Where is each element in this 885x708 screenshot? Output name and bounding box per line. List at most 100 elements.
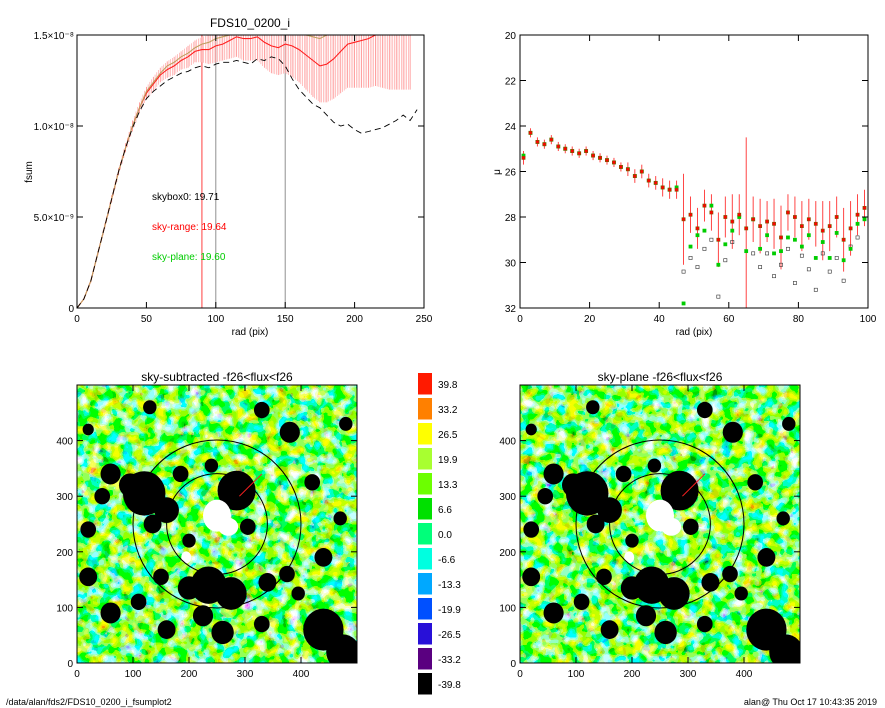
point-skybox0 <box>695 265 700 269</box>
masked-source <box>543 602 564 624</box>
masked-source <box>172 465 189 483</box>
x-tick-label: 400 <box>293 669 310 680</box>
x-tick-label: 100 <box>568 669 585 680</box>
masked-source <box>600 620 619 639</box>
point-sky-range <box>646 178 651 183</box>
masked-source <box>722 421 743 443</box>
masked-source <box>253 401 270 419</box>
y-tick-label: 100 <box>499 603 516 614</box>
masked-source <box>279 565 295 583</box>
annotation-sky-plane: sky-plane: 19.60 <box>152 252 226 263</box>
central-core <box>181 551 192 564</box>
point-sky-plane <box>793 237 797 242</box>
point-skybox0 <box>702 246 707 251</box>
point-sky-plane <box>709 203 714 208</box>
masked-source <box>757 548 776 567</box>
point-skybox0 <box>855 235 860 240</box>
masked-source <box>522 567 541 587</box>
point-sky-range <box>625 167 630 172</box>
point-sky-plane <box>681 301 686 306</box>
masked-source <box>525 423 537 436</box>
point-sky-range <box>723 215 728 219</box>
colorbar-swatch <box>418 423 432 445</box>
point-sky-plane <box>848 246 853 251</box>
masked-sources <box>522 400 800 663</box>
mu-plot-area <box>521 128 867 308</box>
colorbar-swatch <box>418 573 432 595</box>
masked-source <box>339 416 353 431</box>
point-skybox0 <box>751 251 756 256</box>
x-tick-label: 100 <box>125 669 142 680</box>
fsum-frame <box>76 34 425 309</box>
masked-source <box>182 533 196 548</box>
aperture-outer <box>132 439 302 609</box>
point-sky-range <box>528 130 533 135</box>
point-sky-range <box>563 146 568 151</box>
masked-source <box>130 593 147 611</box>
masked-source <box>82 423 94 436</box>
colorbar-swatch <box>418 498 432 520</box>
point-sky-range <box>709 210 714 215</box>
point-sky-plane <box>799 244 804 249</box>
point-sky-range <box>695 226 700 231</box>
x-tick-label: 60 <box>723 314 735 325</box>
masked-source <box>204 458 219 473</box>
masked-sources <box>79 400 357 663</box>
point-skybox0 <box>799 253 804 258</box>
point-sky-range <box>632 174 637 178</box>
colorbar-label: -39.8 <box>438 680 461 691</box>
colorbar-label: -6.6 <box>438 555 456 566</box>
y-tick-label: 100 <box>56 603 73 614</box>
point-sky-plane <box>744 249 749 254</box>
point-skybox0 <box>786 246 790 251</box>
point-skybox0 <box>730 240 735 244</box>
colorbar-label: 6.6 <box>438 505 452 516</box>
masked-source <box>258 573 277 592</box>
masked-source <box>769 634 800 663</box>
masked-source <box>660 470 699 511</box>
y-tick-label: 0 <box>67 659 73 670</box>
fsum-panel: FDS10_0200_i 0 50 100 150 200 250 0 5.0×10⁻⁹ 1.0… <box>24 16 433 338</box>
point-sky-plane <box>855 221 860 226</box>
masked-source <box>333 511 347 526</box>
x-tick-label: 250 <box>416 314 433 325</box>
point-sky-plane <box>820 240 825 244</box>
masked-source <box>696 615 713 633</box>
masked-source <box>734 586 748 601</box>
x-tick-label: 100 <box>860 314 877 325</box>
x-tick-label: 150 <box>277 314 294 325</box>
masked-source <box>597 497 622 523</box>
masked-source <box>620 576 644 600</box>
point-sky-plane <box>827 256 832 260</box>
point-sky-range <box>688 212 693 217</box>
point-sky-range <box>813 221 818 226</box>
masked-source <box>696 401 713 419</box>
point-sky-range <box>716 237 721 242</box>
colorbar-label: 26.5 <box>438 430 458 441</box>
colorbar-label: -19.9 <box>438 605 461 616</box>
point-sky-range <box>730 219 735 224</box>
point-skybox0 <box>765 251 769 256</box>
mu-panel: 0 20 40 60 80 100 20 22 24 26 28 30 32 rad (pix) μ <box>492 31 877 338</box>
point-sky-plane <box>716 262 721 267</box>
y-tick-label: 300 <box>56 492 73 503</box>
y-tick-label: 28 <box>505 213 517 224</box>
masked-source <box>192 605 214 627</box>
y-tick-label: 32 <box>505 304 517 315</box>
sky-subtracted-panel: sky-subtracted -f26<flux<f26 00 100 100 200… <box>56 370 358 680</box>
central-core <box>624 551 635 564</box>
masked-source <box>722 565 738 583</box>
masked-source <box>314 548 333 567</box>
masked-source <box>279 421 300 443</box>
colorbar-label: 0.0 <box>438 530 452 541</box>
position-angle-line <box>239 473 263 497</box>
point-skybox0 <box>681 269 686 274</box>
point-sky-range <box>702 203 707 208</box>
masked-source <box>586 400 600 415</box>
y-tick-label: 22 <box>505 77 517 88</box>
point-sky-range <box>793 215 797 219</box>
colorbar-label: 33.2 <box>438 405 458 416</box>
point-sky-plane <box>841 258 846 263</box>
colorbar-swatch <box>418 548 432 570</box>
masked-source <box>682 518 699 535</box>
